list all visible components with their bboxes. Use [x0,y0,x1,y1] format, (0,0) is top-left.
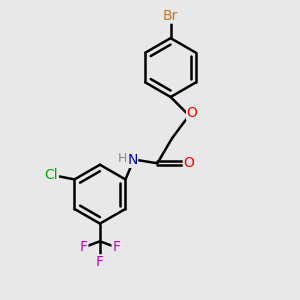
Text: F: F [80,240,88,254]
Text: F: F [112,240,120,254]
Text: O: O [183,156,194,170]
Text: Br: Br [163,9,178,23]
Text: N: N [127,153,137,167]
Text: O: O [187,106,197,120]
Text: Cl: Cl [45,168,58,182]
Text: F: F [96,255,104,269]
Text: H: H [117,152,127,165]
